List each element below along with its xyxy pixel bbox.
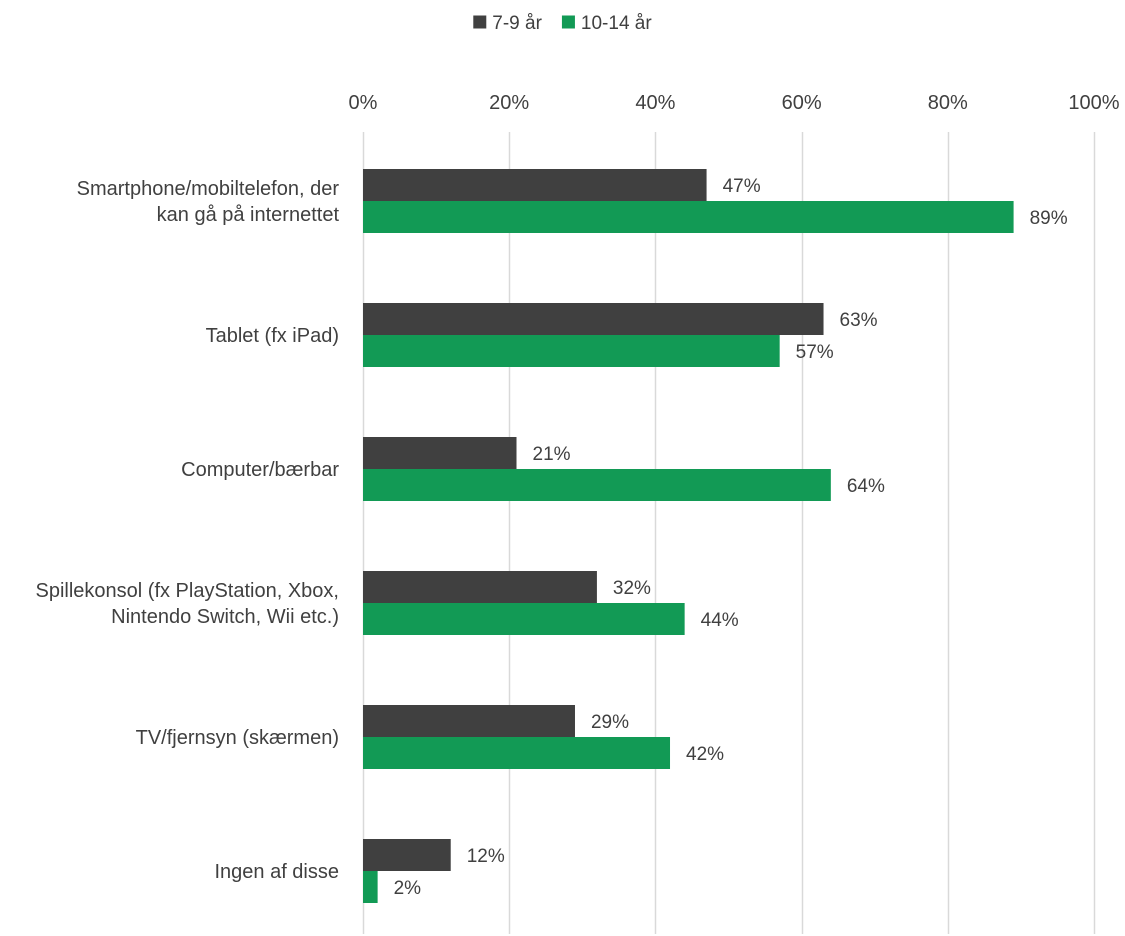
data-label: 47% [723, 176, 761, 197]
category-label: Ingen af disse [214, 861, 339, 883]
category-label: Smartphone/mobiltelefon, der [77, 178, 340, 200]
legend-swatch [561, 15, 575, 29]
bar [363, 303, 824, 335]
category-label: Spillekonsol (fx PlayStation, Xbox, [36, 580, 340, 602]
bar [363, 871, 378, 903]
legend-label: 10-14 år [581, 13, 652, 34]
bars [363, 169, 1014, 903]
x-tick-label: 80% [928, 92, 968, 114]
x-axis-ticks: 0% 20% 40% 60% 80% 100% [349, 92, 1120, 114]
x-tick-label: 60% [782, 92, 822, 114]
data-label: 21% [533, 444, 571, 465]
bar [363, 603, 685, 635]
category-label: Tablet (fx iPad) [206, 325, 339, 347]
bar [363, 201, 1014, 233]
data-labels: 47% 89% 63% 57% 21% 64% 32% 44% 29% 42% 12% 2% [394, 176, 1068, 899]
data-label: 29% [591, 712, 629, 733]
data-label: 44% [701, 610, 739, 631]
x-tick-label: 20% [489, 92, 529, 114]
legend: 7-9 år 10-14 år [473, 13, 652, 34]
category-label: kan gå på internettet [157, 204, 340, 226]
data-label: 64% [847, 476, 885, 497]
bar [363, 169, 707, 201]
data-label: 63% [840, 310, 878, 331]
category-labels: Smartphone/mobiltelefon, der kan gå på in… [36, 178, 340, 883]
x-tick-label: 100% [1068, 92, 1119, 114]
bar [363, 737, 671, 769]
data-label: 12% [467, 846, 505, 867]
bar [363, 437, 517, 469]
x-tick-label: 0% [349, 92, 378, 114]
data-label: 2% [394, 878, 422, 899]
data-label: 57% [796, 342, 834, 363]
data-label: 32% [613, 578, 651, 599]
legend-label: 7-9 år [492, 13, 542, 34]
category-label: Computer/bærbar [181, 459, 339, 481]
bar [363, 839, 451, 871]
bar [363, 469, 831, 501]
data-label: 89% [1030, 208, 1068, 229]
category-label: Nintendo Switch, Wii etc.) [111, 606, 339, 628]
bar [363, 571, 597, 603]
legend-swatch [473, 15, 487, 29]
bar [363, 335, 780, 367]
bar [363, 705, 575, 737]
x-tick-label: 40% [635, 92, 675, 114]
data-label: 42% [686, 744, 724, 765]
gridlines [362, 132, 1096, 934]
category-label: TV/fjernsyn (skærmen) [136, 727, 339, 749]
